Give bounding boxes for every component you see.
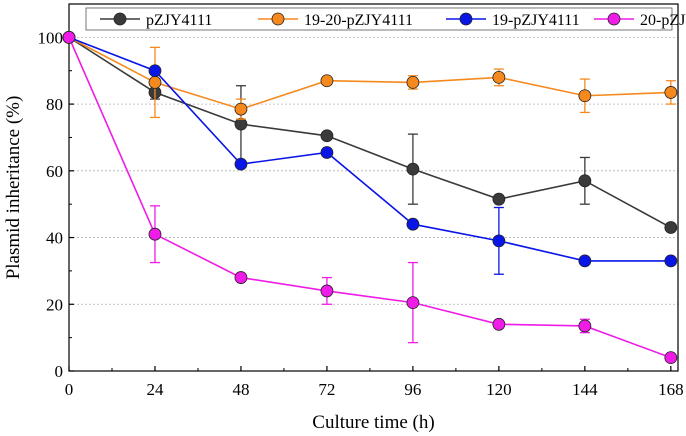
y-axis-label: Plasmid inheritance (%) [3, 96, 24, 280]
data-point [492, 192, 506, 206]
series-20-pZJY4111 [62, 30, 678, 365]
data-point [492, 234, 506, 248]
data-point [578, 254, 592, 268]
data-point [148, 64, 162, 78]
x-tick-label: 72 [318, 380, 335, 399]
data-point [578, 319, 592, 333]
data-point [148, 227, 162, 241]
data-point [406, 162, 420, 176]
series-line [68, 36, 672, 229]
legend-label: 19-20-pZJY4111 [304, 12, 413, 29]
data-point [406, 296, 420, 310]
x-tick-label: 24 [146, 380, 164, 399]
grid-lines [69, 36, 678, 305]
y-tick-label: 80 [46, 95, 63, 114]
legend-label: 20-pZJY4111 [640, 12, 686, 29]
data-point [234, 102, 248, 116]
data-point [664, 351, 678, 365]
data-point [320, 129, 334, 143]
x-tick-label: 168 [658, 380, 684, 399]
series-layer [62, 30, 678, 365]
data-point [234, 117, 248, 131]
data-point [578, 89, 592, 103]
x-tick-label: 144 [572, 380, 598, 399]
x-tick-label: 0 [65, 380, 74, 399]
data-point [664, 254, 678, 268]
data-point [62, 30, 76, 44]
y-tick-label: 0 [55, 362, 64, 381]
legend: pZJY4111 19-20-pZJY4111 19-pZJY4111 20-pZJY… [85, 7, 686, 31]
series-19-pZJY4111 [62, 30, 678, 275]
plot-frame [68, 3, 679, 372]
legend-marker [271, 12, 285, 26]
data-point [320, 284, 334, 298]
legend-marker [113, 12, 127, 26]
legend-label: pZJY4111 [146, 12, 212, 29]
data-point [234, 157, 248, 171]
data-point [320, 146, 334, 159]
data-point [406, 76, 420, 89]
data-point [578, 174, 592, 188]
axis-ticks: 0 20 40 60 80 100 0 24 48 72 96 120 144 168 [38, 28, 684, 399]
data-point [234, 271, 248, 284]
legend-label: 19-pZJY4111 [492, 12, 580, 29]
legend-marker [607, 12, 621, 26]
x-axis-label: Culture time (h) [312, 412, 434, 433]
data-point [148, 76, 162, 89]
data-point [664, 86, 678, 99]
y-tick-label: 100 [38, 28, 64, 47]
y-tick-label: 40 [46, 229, 63, 248]
data-point [664, 221, 678, 234]
x-tick-label: 48 [232, 380, 249, 399]
y-tick-label: 20 [46, 295, 63, 314]
series-line [68, 36, 671, 262]
y-tick-label: 60 [46, 162, 63, 181]
legend-box [85, 7, 673, 31]
data-point [492, 317, 506, 331]
legend-marker [459, 12, 473, 26]
data-point [320, 74, 334, 88]
x-tick-label: 120 [486, 380, 512, 399]
x-tick-label: 96 [404, 380, 421, 399]
data-point [492, 71, 506, 84]
series-line [68, 37, 672, 359]
data-point [406, 217, 420, 231]
